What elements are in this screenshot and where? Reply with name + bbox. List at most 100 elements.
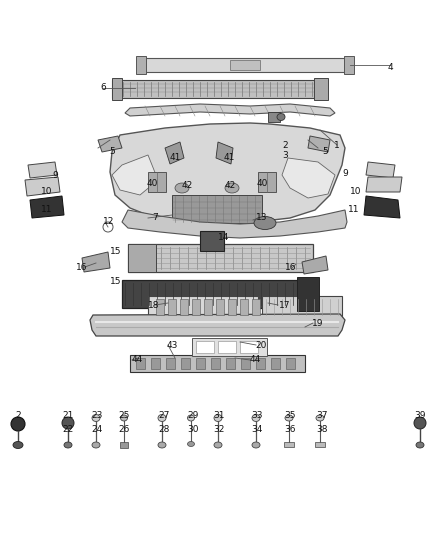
Polygon shape — [366, 162, 395, 178]
Text: 2: 2 — [282, 141, 288, 149]
Bar — [166, 358, 175, 369]
Bar — [112, 80, 322, 98]
Text: 33: 33 — [251, 410, 263, 419]
Text: 44: 44 — [249, 356, 261, 365]
Ellipse shape — [252, 442, 260, 448]
Ellipse shape — [225, 183, 239, 193]
Text: 31: 31 — [213, 410, 225, 419]
Bar — [262, 296, 342, 318]
Bar — [271, 358, 280, 369]
Text: 41: 41 — [223, 154, 235, 163]
Polygon shape — [122, 210, 347, 238]
Text: 41: 41 — [170, 154, 181, 163]
Polygon shape — [302, 256, 328, 274]
Text: 26: 26 — [118, 425, 130, 434]
Text: 9: 9 — [52, 171, 58, 180]
Bar — [315, 442, 325, 447]
Polygon shape — [110, 123, 345, 223]
Text: 2: 2 — [15, 410, 21, 419]
Ellipse shape — [316, 415, 324, 421]
Text: 42: 42 — [181, 181, 193, 190]
Text: 15: 15 — [110, 278, 122, 287]
Bar — [216, 299, 224, 315]
Text: 27: 27 — [158, 410, 170, 419]
Text: 34: 34 — [251, 425, 263, 434]
Bar — [136, 358, 145, 369]
Text: 11: 11 — [41, 206, 53, 214]
Text: 16: 16 — [76, 263, 88, 272]
Bar — [168, 299, 176, 315]
Bar — [196, 341, 214, 353]
Bar — [344, 56, 354, 74]
Text: 20: 20 — [255, 341, 267, 350]
Ellipse shape — [92, 415, 100, 422]
Bar — [172, 195, 262, 223]
Ellipse shape — [187, 441, 194, 447]
Text: 4: 4 — [387, 63, 393, 72]
Text: 16: 16 — [285, 263, 297, 272]
Polygon shape — [82, 252, 110, 272]
Polygon shape — [90, 314, 345, 336]
Bar — [128, 244, 313, 272]
Ellipse shape — [254, 216, 276, 230]
Text: 15: 15 — [110, 247, 122, 256]
Text: 14: 14 — [218, 232, 230, 241]
Text: 23: 23 — [91, 410, 102, 419]
Bar — [156, 299, 164, 315]
Bar — [204, 299, 212, 315]
Bar — [136, 56, 146, 74]
Text: 35: 35 — [284, 410, 296, 419]
Ellipse shape — [214, 442, 222, 448]
Ellipse shape — [414, 417, 426, 429]
Bar — [140, 58, 350, 72]
Bar — [218, 341, 236, 353]
Text: 9: 9 — [342, 168, 348, 177]
Bar — [286, 358, 295, 369]
Text: 30: 30 — [187, 425, 199, 434]
Bar — [297, 277, 319, 311]
Ellipse shape — [64, 442, 72, 448]
Polygon shape — [216, 142, 233, 164]
Text: 12: 12 — [103, 217, 115, 227]
Ellipse shape — [120, 415, 127, 421]
Bar — [240, 299, 248, 315]
Bar — [196, 358, 205, 369]
Text: 44: 44 — [131, 356, 143, 365]
Ellipse shape — [416, 442, 424, 448]
Text: 17: 17 — [279, 301, 291, 310]
Polygon shape — [366, 177, 402, 192]
Text: 29: 29 — [187, 410, 199, 419]
Text: 32: 32 — [213, 425, 225, 434]
Bar — [148, 296, 258, 318]
Bar — [112, 78, 122, 100]
Bar — [211, 358, 220, 369]
Bar — [128, 244, 156, 272]
Ellipse shape — [92, 442, 100, 448]
Text: 28: 28 — [158, 425, 170, 434]
Text: 37: 37 — [316, 410, 328, 419]
Ellipse shape — [11, 417, 25, 431]
Text: 25: 25 — [118, 410, 130, 419]
Ellipse shape — [214, 415, 222, 422]
Text: 40: 40 — [146, 179, 158, 188]
Bar — [122, 280, 317, 308]
Bar — [228, 299, 236, 315]
Bar — [148, 172, 166, 192]
Bar — [120, 442, 128, 448]
Bar — [241, 358, 250, 369]
Text: 39: 39 — [414, 410, 426, 419]
Polygon shape — [308, 136, 330, 152]
Bar — [258, 172, 276, 192]
Bar — [256, 358, 265, 369]
Bar — [314, 78, 328, 100]
Bar — [180, 299, 188, 315]
Ellipse shape — [175, 183, 189, 193]
Bar — [130, 355, 305, 372]
Polygon shape — [112, 155, 158, 195]
Ellipse shape — [252, 415, 260, 422]
Bar — [151, 358, 160, 369]
Text: 36: 36 — [284, 425, 296, 434]
Bar — [268, 112, 280, 122]
Text: 19: 19 — [312, 319, 324, 327]
Polygon shape — [364, 196, 400, 218]
